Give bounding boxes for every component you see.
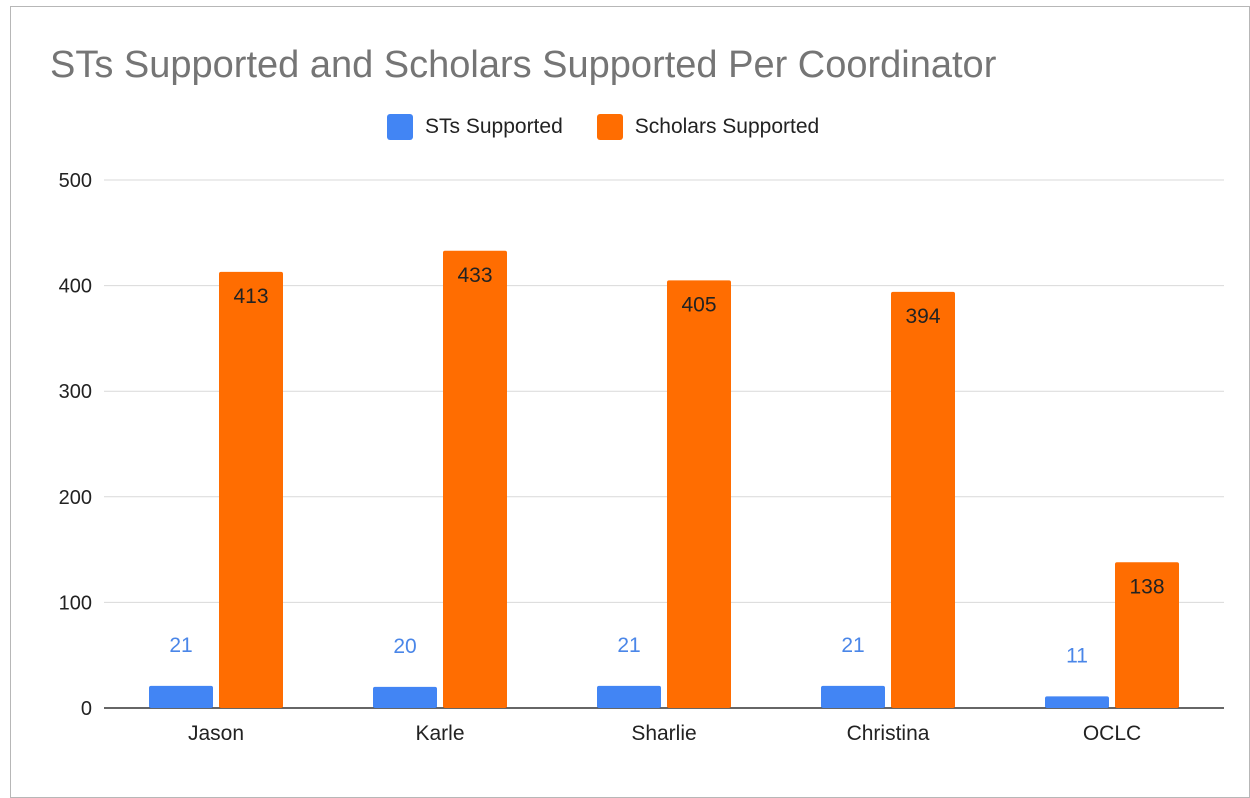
bar-scholars-supported — [891, 291, 955, 708]
bar-sts-supported — [1045, 696, 1109, 708]
y-tick-label: 100 — [59, 592, 92, 614]
y-tick-label: 300 — [59, 381, 92, 403]
bar-sts-supported — [597, 685, 661, 708]
x-category-label: Sharlie — [631, 722, 696, 745]
data-label-scholars: 405 — [681, 293, 716, 316]
bar-scholars-supported — [219, 271, 283, 708]
data-label-sts: 21 — [617, 634, 640, 657]
chart-title: STs Supported and Scholars Supported Per… — [50, 44, 997, 86]
x-category-label: Jason — [188, 722, 244, 745]
data-label-sts: 11 — [1066, 644, 1088, 667]
data-label-sts: 21 — [841, 634, 864, 657]
bar-sts-supported — [149, 685, 213, 708]
legend-label-sts: STs Supported — [425, 115, 563, 138]
bar-sts-supported — [821, 685, 885, 708]
legend-swatch-scholars — [596, 114, 623, 140]
y-tick-label: 200 — [59, 487, 92, 509]
data-label-scholars: 413 — [233, 285, 268, 308]
bar-scholars-supported — [443, 250, 507, 708]
legend-swatch-sts — [387, 114, 413, 140]
y-tick-label: 400 — [59, 276, 92, 298]
x-category-label: Karle — [415, 722, 464, 745]
legend-item-sts: STs Supported — [387, 114, 563, 140]
y-tick-label: 500 — [59, 170, 92, 192]
bar-scholars-supported — [667, 280, 731, 708]
data-label-scholars: 394 — [905, 305, 940, 328]
data-label-sts: 20 — [393, 635, 416, 658]
data-label-scholars: 138 — [1129, 575, 1164, 598]
legend-item-scholars: Scholars Supported — [596, 114, 820, 140]
chart-legend: STs Supported Scholars Supported — [387, 114, 853, 140]
bar-scholars-supported — [1115, 562, 1179, 708]
data-label-sts: 21 — [169, 634, 192, 657]
x-category-label: Christina — [847, 722, 930, 745]
legend-label-scholars: Scholars Supported — [634, 115, 820, 138]
data-label-scholars: 433 — [457, 264, 492, 287]
y-tick-label: 0 — [81, 698, 92, 720]
chart-frame — [10, 6, 1250, 798]
bar-sts-supported — [373, 686, 437, 708]
x-category-label: OCLC — [1083, 722, 1141, 745]
